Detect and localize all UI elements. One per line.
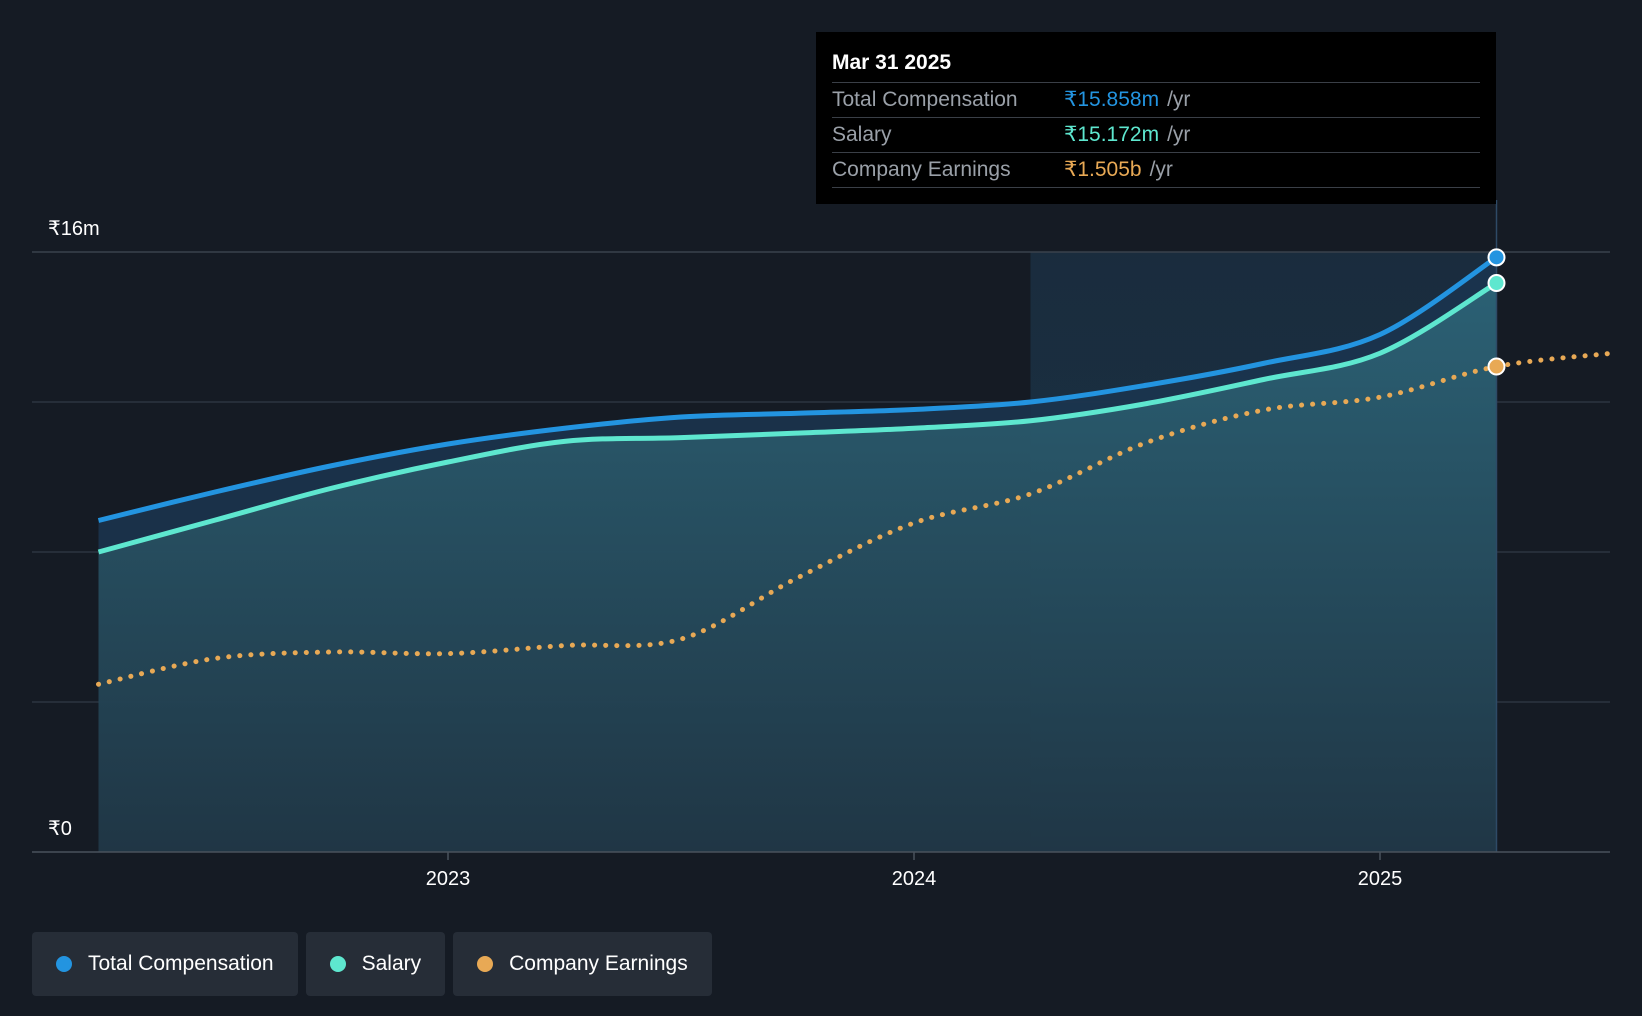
salary-area (98, 283, 1497, 852)
legend-item-total-compensation[interactable]: Total Compensation (32, 932, 298, 996)
tooltip-row-earnings: Company Earnings ₹1.505b /yr (832, 153, 1480, 188)
x-tick-label: 2025 (1358, 868, 1403, 890)
legend-item-company-earnings[interactable]: Company Earnings (453, 932, 712, 996)
tooltip-unit: /yr (1149, 158, 1173, 181)
tooltip-label: Total Compensation (832, 88, 1018, 111)
legend-label: Salary (361, 952, 422, 975)
salary-line (97, 280, 1498, 555)
tooltip-date: Mar 31 2025 (832, 46, 1480, 83)
y-axis-ticks: ₹16m ₹0 (48, 218, 100, 840)
x-axis-ticks: 2023 2024 2025 (426, 852, 1403, 890)
legend: Total Compensation Salary Company Earnin… (32, 932, 712, 996)
tooltip-label: Salary (832, 123, 892, 146)
company-earnings-marker (1487, 357, 1506, 376)
x-tick-label: 2023 (426, 868, 471, 890)
tooltip-row-total: Total Compensation ₹15.858m /yr (832, 83, 1480, 118)
salary-marker (1487, 274, 1506, 293)
tooltip-value: ₹1.505b (1064, 158, 1142, 181)
tooltip-unit: /yr (1167, 88, 1191, 111)
legend-dot-icon (477, 956, 494, 972)
legend-dot-icon (56, 956, 72, 972)
tooltip-row-salary: Salary ₹15.172m /yr (832, 118, 1480, 153)
legend-label: Total Compensation (88, 952, 274, 975)
tooltip-value: ₹15.858m (1064, 88, 1160, 111)
total-compensation-line (97, 255, 1498, 523)
tooltip-unit: /yr (1167, 123, 1191, 146)
tooltip-value: ₹15.172m (1064, 123, 1160, 146)
legend-item-salary[interactable]: Salary (305, 932, 446, 996)
legend-label: Company Earnings (509, 952, 688, 975)
y-tick-label: ₹16m (48, 218, 100, 240)
legend-dot-icon (329, 956, 346, 972)
hover-markers (1487, 248, 1506, 376)
y-tick-label: ₹0 (48, 818, 72, 840)
x-tick-label: 2024 (892, 868, 937, 890)
tooltip: Mar 31 2025 Total Compensation ₹15.858m … (816, 32, 1496, 204)
company-earnings-line (96, 351, 1611, 687)
tooltip-label: Company Earnings (832, 158, 1011, 181)
total-compensation-marker (1487, 248, 1506, 267)
